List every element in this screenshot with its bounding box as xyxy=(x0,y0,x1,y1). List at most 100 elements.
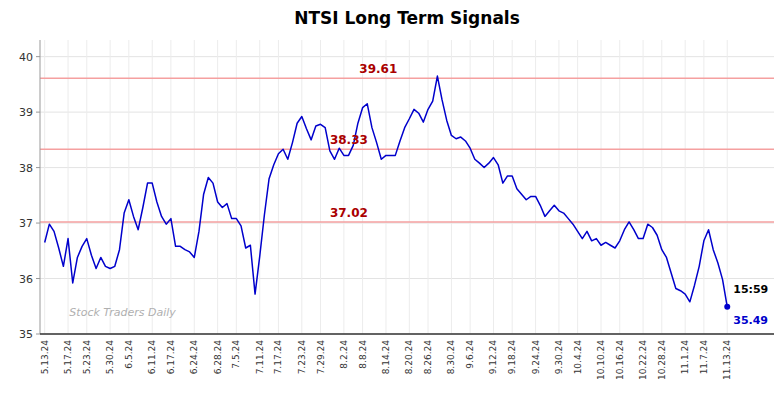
x-grid-line xyxy=(68,40,69,334)
y-tick xyxy=(36,223,40,224)
x-tick-label: 7.17.24 xyxy=(273,340,283,375)
x-tick-label: 8.14.24 xyxy=(381,340,391,375)
x-tick-label: 9.30.24 xyxy=(554,340,564,375)
x-grid-line xyxy=(428,40,429,334)
x-grid-line xyxy=(619,40,620,334)
x-grid-line xyxy=(343,40,344,334)
y-tick-label: 36 xyxy=(19,273,33,286)
x-tick-label: 11.13.24 xyxy=(722,340,732,380)
x-tick-label: 10.16.24 xyxy=(615,340,625,380)
x-grid-line xyxy=(170,40,171,334)
x-grid-line xyxy=(703,40,704,334)
signal-label: 39.61 xyxy=(359,62,397,76)
x-grid-line xyxy=(236,40,237,334)
x-grid-line xyxy=(470,40,471,334)
x-grid-line xyxy=(110,40,111,334)
x-tick-label: 8.20.24 xyxy=(404,340,414,375)
signal-line xyxy=(40,149,774,151)
signal-label: 37.02 xyxy=(330,206,368,220)
y-tick-label: 38 xyxy=(19,162,33,175)
y-tick-label: 39 xyxy=(19,106,33,119)
x-tick-label: 8.30.24 xyxy=(446,340,456,375)
y-tick xyxy=(36,334,40,335)
x-tick-label: 10.4.24 xyxy=(573,340,583,375)
y-tick xyxy=(36,167,40,168)
x-tick-label: 10.22.24 xyxy=(638,340,648,380)
last-price-label: 35.49 xyxy=(733,314,768,327)
last-price-dot xyxy=(724,304,730,310)
x-tick-label: 6.5.24 xyxy=(124,340,134,369)
x-tick-label: 10.10.24 xyxy=(596,340,606,380)
y-grid-line xyxy=(40,334,774,335)
x-tick-label: 6.24.24 xyxy=(189,340,199,375)
plot-area xyxy=(40,76,774,310)
price-line xyxy=(45,76,728,307)
x-grid-line xyxy=(128,40,129,334)
x-grid-line xyxy=(727,40,728,334)
x-grid-line xyxy=(601,40,602,334)
x-axis-line xyxy=(40,333,774,335)
x-grid-line xyxy=(409,40,410,334)
x-tick-label: 9.12.24 xyxy=(488,340,498,375)
watermark: Stock Traders Daily xyxy=(69,306,176,319)
x-tick-label: 9.18.24 xyxy=(507,340,517,375)
x-grid-line xyxy=(86,40,87,334)
x-tick-label: 5.17.24 xyxy=(63,340,73,375)
signal-line xyxy=(40,221,774,223)
x-tick-label: 6.28.24 xyxy=(213,340,223,375)
x-grid-line xyxy=(685,40,686,334)
title: NTSI Long Term Signals xyxy=(294,8,520,28)
x-tick-label: 5.23.24 xyxy=(82,340,92,375)
x-grid-line xyxy=(385,40,386,334)
x-tick-label: 6.17.24 xyxy=(166,340,176,375)
x-tick-label: 7.29.24 xyxy=(316,340,326,375)
x-grid-line xyxy=(217,40,218,334)
x-tick-label: 10.28.24 xyxy=(657,340,667,380)
y-grid-line xyxy=(40,112,774,113)
x-grid-line xyxy=(577,40,578,334)
y-axis-line xyxy=(40,40,41,334)
x-tick-label: 9.6.24 xyxy=(465,340,475,369)
x-tick-label: 5.30.24 xyxy=(105,340,115,375)
x-grid-line xyxy=(301,40,302,334)
y-tick xyxy=(36,278,40,279)
x-grid-line xyxy=(259,40,260,334)
background xyxy=(0,0,784,398)
x-tick-label: 8.8.24 xyxy=(358,340,368,369)
x-tick-label: 6.11.24 xyxy=(147,340,157,375)
x-tick-label: 7.11.24 xyxy=(255,340,265,375)
signal-line xyxy=(40,78,774,80)
x-grid-line xyxy=(643,40,644,334)
signal-label: 38.33 xyxy=(330,133,368,147)
y-grid-line xyxy=(40,167,774,168)
chart: Stock Traders Daily3536373839405.13.245.… xyxy=(0,0,784,398)
x-tick-label: 11.7.24 xyxy=(699,340,709,375)
x-grid-line xyxy=(661,40,662,334)
x-grid-line xyxy=(535,40,536,334)
y-tick xyxy=(36,56,40,57)
grid xyxy=(40,40,774,334)
y-grid-line xyxy=(40,223,774,224)
x-grid-line xyxy=(320,40,321,334)
x-grid-line xyxy=(278,40,279,334)
x-grid-line xyxy=(512,40,513,334)
last-time: 15:59 xyxy=(733,283,768,296)
x-grid-line xyxy=(451,40,452,334)
y-tick xyxy=(36,112,40,113)
y-grid-line xyxy=(40,56,774,57)
y-grid-line xyxy=(40,278,774,279)
x-grid-line xyxy=(362,40,363,334)
x-tick-label: 8.2.24 xyxy=(339,340,349,369)
y-tick-label: 37 xyxy=(19,217,33,230)
x-grid-line xyxy=(44,40,45,334)
y-tick-label: 40 xyxy=(19,51,33,64)
x-tick-label: 11.1.24 xyxy=(680,340,690,375)
x-grid-line xyxy=(493,40,494,334)
x-grid-line xyxy=(558,40,559,334)
x-grid-line xyxy=(194,40,195,334)
x-tick-label: 7.23.24 xyxy=(297,340,307,375)
x-tick-label: 7.5.24 xyxy=(231,340,241,369)
x-tick-label: 9.24.24 xyxy=(531,340,541,375)
x-tick-label: 8.26.24 xyxy=(423,340,433,375)
y-tick-label: 35 xyxy=(19,328,33,341)
